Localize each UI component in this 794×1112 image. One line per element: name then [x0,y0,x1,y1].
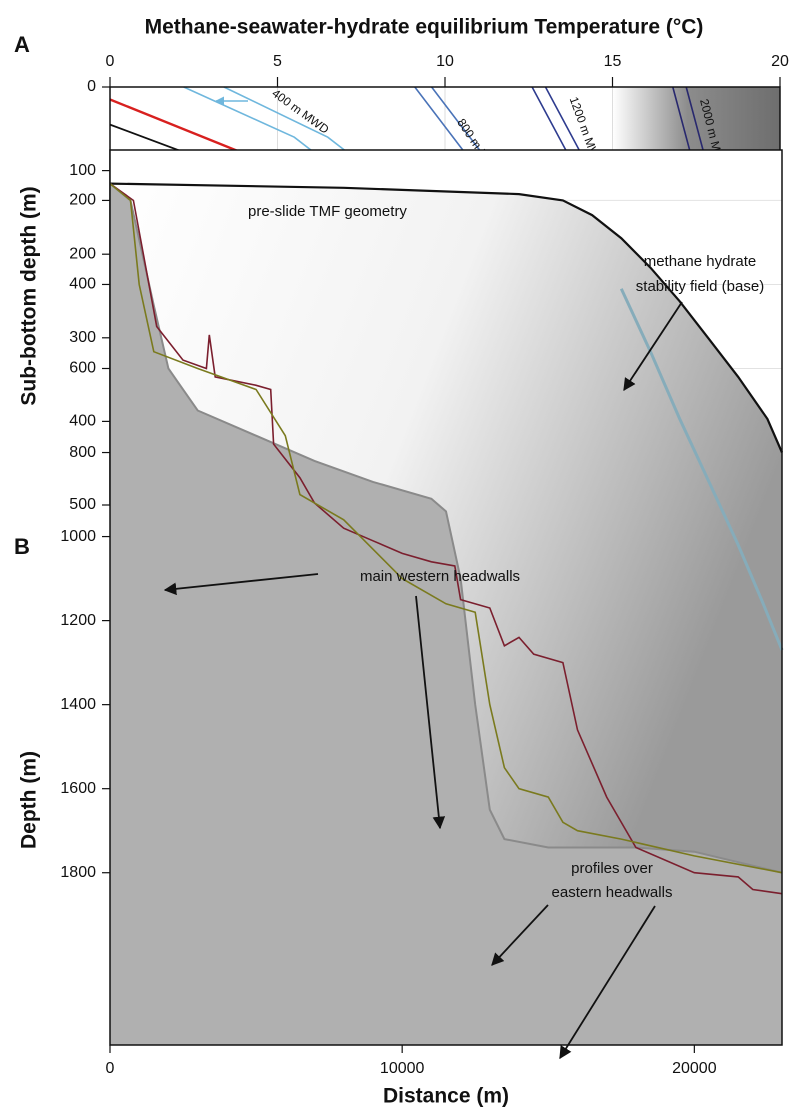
y-tick-label: 1000 [60,528,96,545]
panel-label: B [14,534,30,559]
profile [109,182,783,895]
x-tick-label: 0 [106,1060,115,1077]
y-tick-label: 100 [69,162,96,179]
profile [109,182,783,874]
x-tick-label: 0 [106,53,115,70]
y-tick-label: 200 [69,245,96,262]
y-tick-label: 200 [69,192,96,209]
y-tick-label: 500 [69,496,96,513]
y-tick-label: 800 [69,444,96,461]
annotation: main western headwalls [360,568,520,585]
stability-base [619,288,784,651]
y-tick-label: 1400 [60,696,96,713]
y-tick-label: 0 [87,78,96,95]
annotation: pre-slide TMF geometry [248,203,407,220]
seafloor-area [110,183,782,1046]
y-tick-label: 400 [69,413,96,430]
arrow [491,904,549,966]
arrow [559,905,656,1060]
annotation: stability field (base) [636,278,764,295]
arrow [623,301,683,392]
plot-frame [109,149,783,1046]
x-axis-title: Distance (m) [383,1085,509,1108]
y-tick-label: 1800 [60,864,96,881]
pre-slide-surface [109,182,784,453]
x-tick-label: 10000 [380,1060,425,1077]
y-axis-title: Sub-bottom depth (m) [18,186,41,405]
x-tick-label: 15 [604,53,622,70]
y-tick-label: 1600 [60,780,96,797]
y-axis-title: Depth (m) [18,751,41,849]
seafloor [109,182,783,874]
y-tick-label: 400 [69,276,96,293]
x-tick-label: 10 [436,53,454,70]
x-axis-title: Methane-seawater-hydrate equilibrium Tem… [145,16,704,39]
annotation: eastern headwalls [552,884,673,901]
y-tick-label: 600 [69,360,96,377]
x-tick-label: 20000 [672,1060,717,1077]
y-tick-label: 300 [69,329,96,346]
arrow [415,595,446,830]
panel-label: A [14,32,30,57]
y-tick-label: 1200 [60,612,96,629]
annotation: profiles over [571,860,653,877]
x-tick-label: 5 [273,53,282,70]
arrow [163,573,319,596]
x-tick-label: 20 [771,53,789,70]
annotation: methane hydrate [644,253,757,270]
slide-shading [110,183,782,873]
